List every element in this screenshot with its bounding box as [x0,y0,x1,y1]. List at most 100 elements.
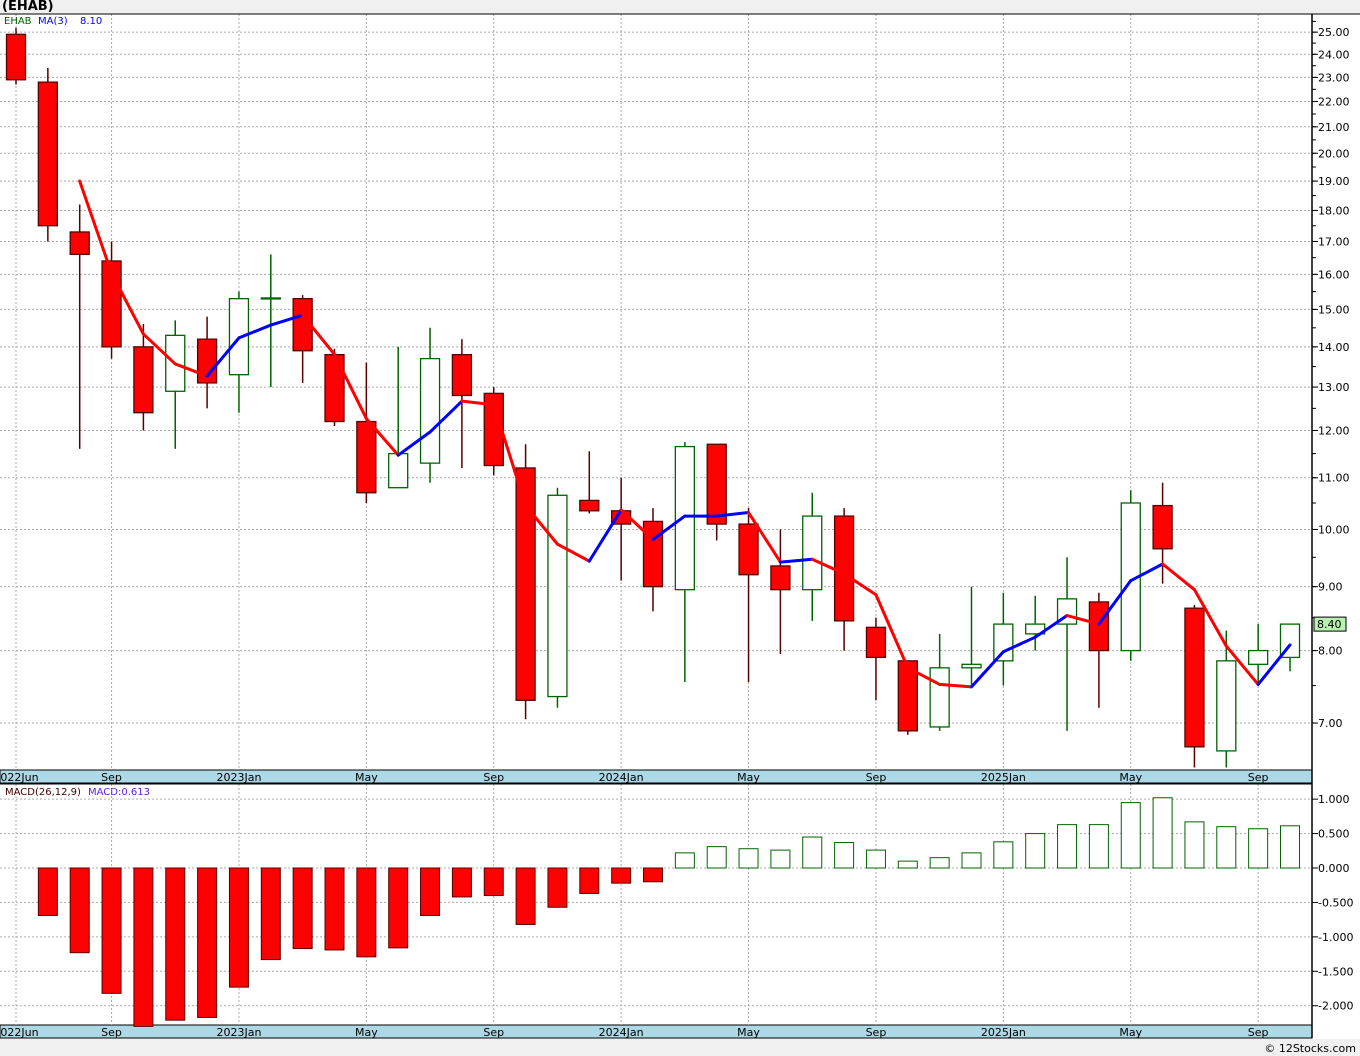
price-tick-label: 23.00 [1318,71,1350,84]
last-price-label: 8.40 [1317,618,1342,631]
macd-bar [228,867,249,988]
candle-body [419,357,441,464]
candle-body [929,667,950,728]
date-label: May [1119,1026,1142,1039]
candle-body [356,420,377,494]
macd-bar [802,836,823,869]
candle [356,362,377,503]
ma3-segment [906,666,942,686]
macd-bar [865,849,886,869]
macd-bar [292,867,313,950]
price-tick-label: 11.00 [1318,472,1350,485]
date-label: May [1119,771,1142,784]
macd-bar [929,857,950,869]
ma3-segment [396,430,432,457]
candle-body [1184,607,1205,748]
candle-body [1152,504,1173,550]
price-tick-label: 22.00 [1318,96,1350,109]
ma3-segment [715,511,751,518]
ma3-segment [938,682,973,689]
macd-bar [420,867,441,917]
macd-legend-value: MACD:0.613 [88,787,150,798]
candle-body [5,33,27,81]
ma3-segment [1161,562,1196,592]
price-tick-label: 14.00 [1318,341,1350,354]
ma3-segment [1224,644,1260,686]
candle [324,348,345,427]
macd-bar [547,867,568,908]
price-tick-label: 17.00 [1318,235,1350,248]
ma3-segment [1065,614,1101,626]
price-tick-label: 16.00 [1318,268,1350,281]
date-label: 2022Jun [0,1026,39,1039]
date-label: Sep [101,1026,122,1039]
candle [483,387,504,476]
candle-body [69,231,90,256]
ma3-segment [524,504,559,546]
macd-bar [101,867,122,994]
date-label: Sep [483,1026,504,1039]
candle [1152,482,1173,584]
date-label: Sep [866,771,887,784]
macd-panel [0,784,1312,1025]
macd-bar [834,842,855,869]
ma3-segment [651,514,687,542]
ma3-segment [1097,579,1133,626]
candle [515,444,536,720]
macd-bar [324,867,345,951]
ma3-segment [301,313,336,356]
macd-bar [738,848,759,869]
candle-body [642,520,664,588]
candle [1088,592,1110,708]
macd-bar [133,867,154,1027]
price-tick-label: 10.00 [1318,523,1350,536]
candle-body [451,354,473,397]
candle [69,204,90,449]
macd-bar [643,867,663,883]
date-label: 2023Jan [216,771,261,784]
candle-body [260,297,281,300]
ma3-segment [173,362,209,378]
date-label: May [737,771,760,784]
last-price-tag [1313,616,1347,632]
date-label: Sep [101,771,122,784]
date-label: May [355,1026,378,1039]
macd-bar [706,846,727,869]
candle [547,487,568,708]
ma3-segment [587,508,623,563]
candle-body [706,443,727,525]
ma3-segment [747,511,782,564]
price-legend-symbol: EHAB [4,16,32,27]
candle-body [674,445,695,591]
macd-bar [1216,826,1237,869]
ma3-segment [555,542,591,563]
candle [706,443,727,541]
ma3-segment [810,557,846,576]
candle [260,254,281,388]
price-tick-label: 19.00 [1318,175,1350,188]
date-label: 2022Jun [0,771,39,784]
candle-body [993,623,1014,662]
date-label: 2025Jan [981,1026,1026,1039]
macd-tick-label: -2.000 [1318,1000,1353,1013]
candle [37,68,58,242]
ma3-segment [110,271,145,336]
macd-bar [1088,824,1109,869]
ma3-segment [1192,588,1228,648]
date-label: Sep [1248,1026,1269,1039]
candle [133,324,154,431]
candle [802,492,823,621]
macd-bar [1057,824,1078,869]
chart-title: (EHAB) [2,0,54,14]
macd-tick-label: 0.500 [1318,828,1350,841]
macd-bar [770,849,791,869]
macd-bar [37,867,58,917]
date-label: Sep [1248,771,1269,784]
candle [993,592,1014,686]
macd-bar [197,867,218,1018]
candle [1184,605,1205,768]
ma3-segment [237,323,273,340]
macd-bar [1025,833,1046,869]
ma3-segment [874,593,910,670]
candle [833,508,855,651]
